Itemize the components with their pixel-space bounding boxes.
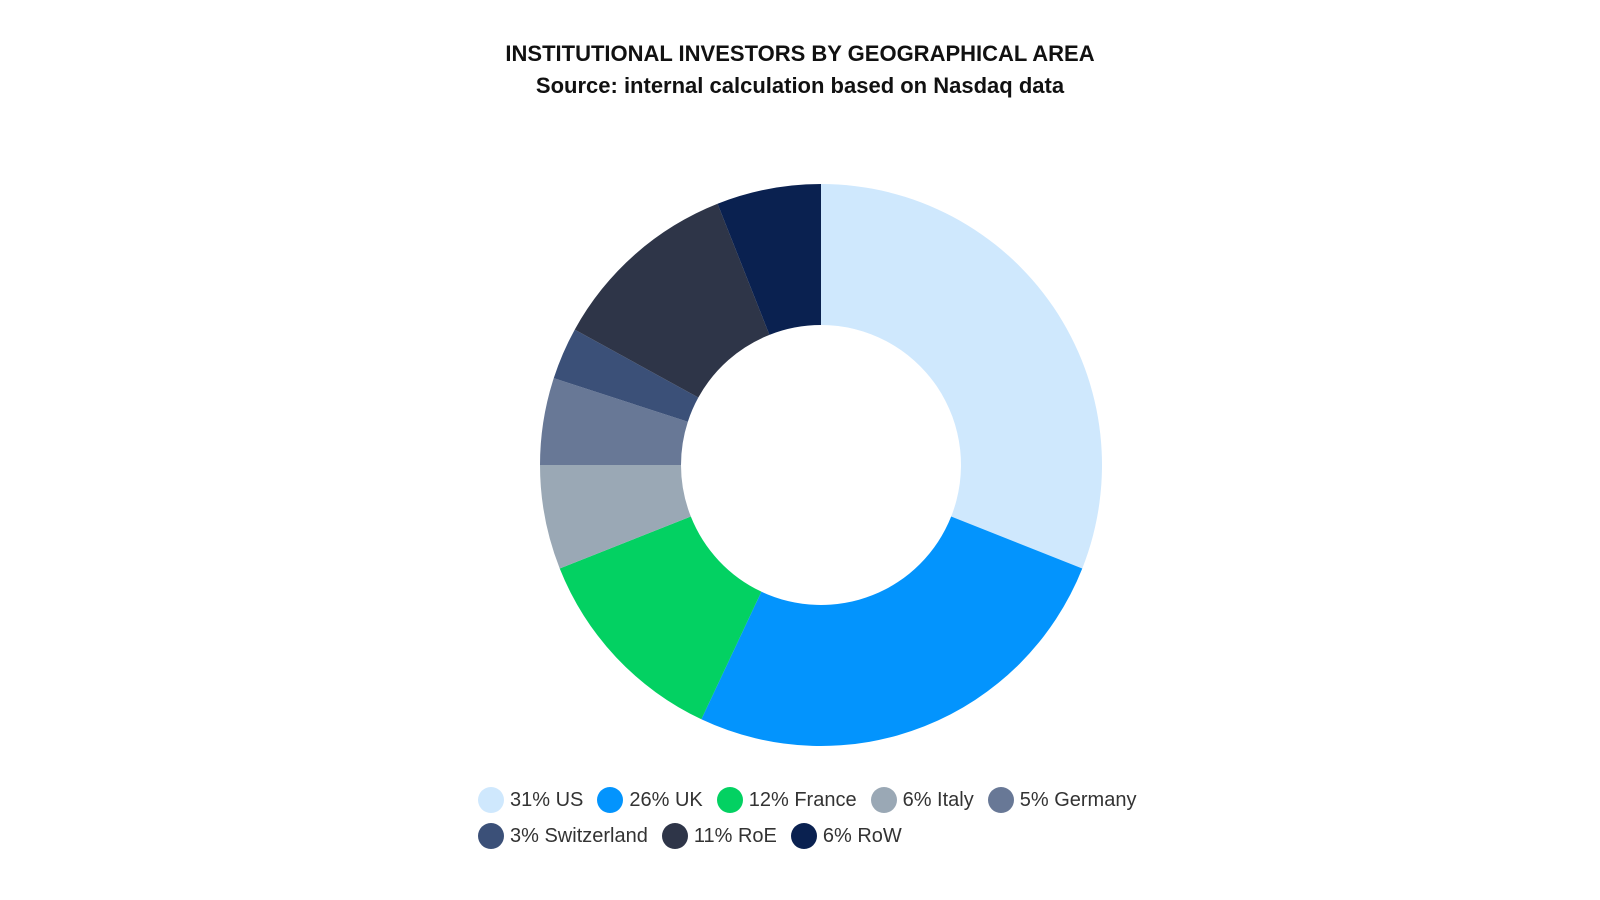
donut-slice	[821, 184, 1102, 569]
chart-title: INSTITUTIONAL INVESTORS BY GEOGRAPHICAL …	[505, 41, 1095, 66]
legend-item: 26% UK	[597, 786, 703, 814]
legend-swatch	[987, 787, 1014, 813]
donut-slice	[553, 329, 699, 422]
legend-swatch	[597, 787, 624, 813]
donut-slice	[540, 378, 688, 465]
legend-label: 26% UK	[629, 788, 703, 811]
legend: 31% US 26% UK 12% France 6% Italy 5% Germany…	[478, 786, 1158, 850]
chart-subtitle: Source: internal calculation based on Na…	[535, 73, 1065, 98]
legend-label: 6% Italy	[902, 788, 974, 811]
donut-slice	[559, 516, 762, 720]
legend-label: 6% RoW	[822, 824, 902, 847]
legend-swatch	[716, 787, 743, 813]
legend-item: 6% Italy	[870, 786, 974, 814]
legend-item: 5% Germany	[987, 786, 1137, 814]
legend-item: 3% Switzerland	[478, 822, 648, 850]
legend-swatch	[870, 787, 897, 813]
donut-slice	[574, 203, 770, 398]
legend-item: 12% France	[716, 786, 857, 814]
legend-label: 12% France	[748, 788, 857, 811]
legend-swatch	[661, 823, 688, 849]
legend-label: 31% US	[510, 788, 584, 811]
donut-slice	[540, 465, 691, 569]
legend-item: 6% RoW	[790, 822, 902, 850]
legend-swatch	[478, 823, 504, 849]
legend-item: 31% US	[478, 786, 583, 814]
legend-item: 11% RoE	[661, 822, 777, 850]
donut-slice	[717, 184, 821, 335]
legend-swatch	[478, 787, 504, 813]
legend-label: 5% Germany	[1019, 788, 1137, 811]
legend-label: 11% RoE	[693, 824, 777, 847]
legend-swatch	[790, 823, 817, 849]
legend-label: 3% Switzerland	[510, 824, 648, 847]
donut-slice	[701, 516, 1083, 746]
chart-header: INSTITUTIONAL INVESTORS BY GEOGRAPHICAL …	[0, 38, 1600, 102]
